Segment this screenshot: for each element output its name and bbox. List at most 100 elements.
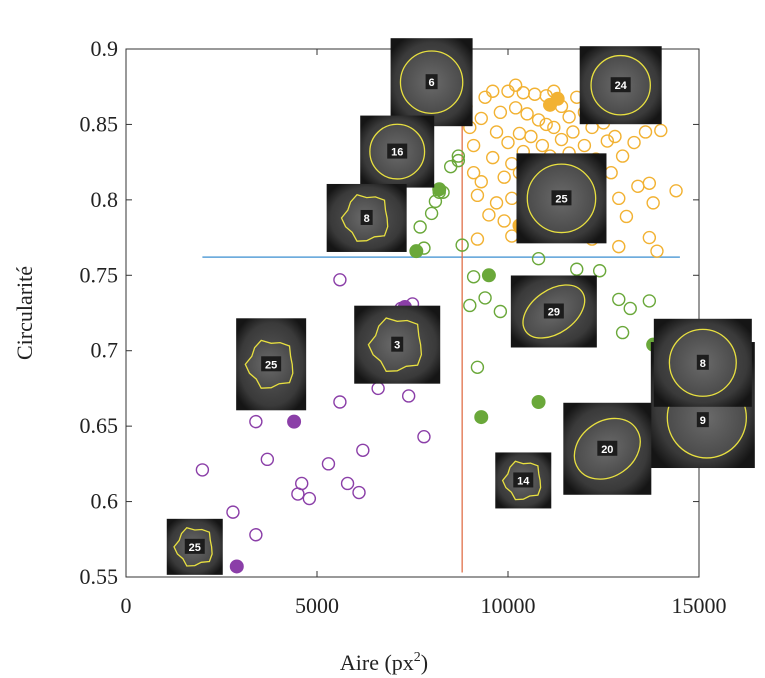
reference-lines xyxy=(202,89,680,573)
orange-open-point xyxy=(669,184,683,198)
x-axis-title: Aire (px2) xyxy=(340,650,428,675)
orange-open-point xyxy=(508,101,523,115)
y-axis-title: Circularité xyxy=(12,266,37,360)
orange-open-point xyxy=(520,107,534,121)
cell-label: 6 xyxy=(429,77,435,89)
green-open-point xyxy=(570,262,584,276)
cell-thumbnail: 25 xyxy=(516,153,607,244)
cell-label: 20 xyxy=(601,444,613,456)
orange-open-point xyxy=(524,129,538,144)
orange-open-point xyxy=(604,166,618,180)
orange-open-point xyxy=(554,132,569,147)
cell-label-bg xyxy=(425,74,438,90)
cell-label-bg xyxy=(387,143,408,159)
purple-open-point xyxy=(295,476,309,491)
green-open-point xyxy=(455,238,469,252)
purple-open-point xyxy=(356,443,370,457)
green-open-point xyxy=(444,159,458,174)
orange-open-point xyxy=(547,120,561,135)
green-filled-point xyxy=(481,268,496,283)
cell-label-bg xyxy=(551,190,572,206)
green-filled-point xyxy=(432,182,447,197)
orange-open-point xyxy=(501,84,515,98)
orange-open-point xyxy=(474,175,488,189)
green-open-point xyxy=(531,251,546,266)
purple-open-point xyxy=(352,485,366,500)
purple-open-point xyxy=(226,505,240,519)
orange-open-point xyxy=(482,208,496,222)
purple-open-point xyxy=(340,476,355,491)
green-filled-point xyxy=(474,410,489,425)
green-open-point xyxy=(623,301,637,316)
purple-open-point xyxy=(417,430,431,444)
purple-open-point xyxy=(302,491,317,506)
purple-open-point xyxy=(249,528,263,542)
orange-open-point xyxy=(470,232,485,246)
orange-open-point xyxy=(562,110,576,124)
orange-open-point xyxy=(528,87,542,101)
green-open-point xyxy=(466,270,481,284)
cell-label: 24 xyxy=(615,80,628,92)
green-open-point xyxy=(413,220,427,234)
y-tick-label: 0.6 xyxy=(91,489,119,514)
orange-open-point xyxy=(619,209,634,224)
cell-label: 25 xyxy=(265,359,277,371)
green-open-point xyxy=(642,294,657,308)
purple-filled-point xyxy=(287,414,302,429)
orange-open-point xyxy=(470,188,485,203)
cell-label-bg xyxy=(543,303,564,319)
orange-open-point xyxy=(535,138,550,153)
orange-open-point xyxy=(505,229,519,243)
purple-open-point xyxy=(333,395,347,409)
purple-open-point xyxy=(249,414,263,429)
orange-open-point xyxy=(566,125,580,139)
cell-thumbnail: 29 xyxy=(510,275,597,348)
orange-filled-point xyxy=(550,91,565,106)
y-tick-label: 0.8 xyxy=(91,187,119,212)
orange-open-point xyxy=(631,179,645,193)
orange-open-point xyxy=(615,149,630,163)
orange-open-point xyxy=(493,105,508,120)
green-open-point xyxy=(615,325,630,340)
cell-label: 3 xyxy=(394,340,400,352)
x-tick-label: 15000 xyxy=(672,593,727,618)
orange-open-point xyxy=(489,196,504,210)
orange-open-point xyxy=(638,125,653,139)
purple-open-point xyxy=(195,463,210,477)
green-open-point xyxy=(451,153,466,168)
orange-open-point xyxy=(512,126,527,141)
orange-open-point xyxy=(612,239,626,254)
cell-thumbnail: 8 xyxy=(653,318,752,407)
orange-open-point xyxy=(497,170,511,184)
x-tick-label: 5000 xyxy=(295,593,339,618)
cell-thumbnail: 6 xyxy=(390,38,473,127)
orange-open-point xyxy=(478,90,492,104)
x-tick-label: 10000 xyxy=(481,593,536,618)
orange-open-point xyxy=(577,138,592,153)
cell-thumbnail: 25 xyxy=(166,518,223,575)
cell-label-bg xyxy=(513,472,534,488)
purple-open-point xyxy=(401,389,416,403)
axis-ticks xyxy=(125,48,700,578)
cell-label: 16 xyxy=(391,147,403,159)
y-tick-label: 0.9 xyxy=(91,36,119,61)
orange-open-point xyxy=(474,111,488,126)
x-tick-label: 0 xyxy=(121,593,132,618)
cell-label-bg xyxy=(261,356,282,372)
orange-open-point xyxy=(642,176,657,190)
purple-open-point xyxy=(371,381,385,396)
cell-label: 8 xyxy=(700,358,706,370)
green-filled-point xyxy=(409,244,424,259)
orange-open-point xyxy=(489,125,504,139)
cell-label-bg xyxy=(391,336,404,352)
cell-thumbnail: 3 xyxy=(354,305,441,384)
orange-open-point xyxy=(486,150,500,165)
green-open-point xyxy=(493,304,508,319)
green-open-point xyxy=(592,264,607,278)
orange-open-point xyxy=(516,86,530,100)
green-open-point xyxy=(463,298,477,313)
orange-open-point xyxy=(646,196,660,210)
cell-label-bg xyxy=(184,538,205,554)
purple-open-point xyxy=(333,273,347,287)
orange-open-point xyxy=(612,191,626,206)
